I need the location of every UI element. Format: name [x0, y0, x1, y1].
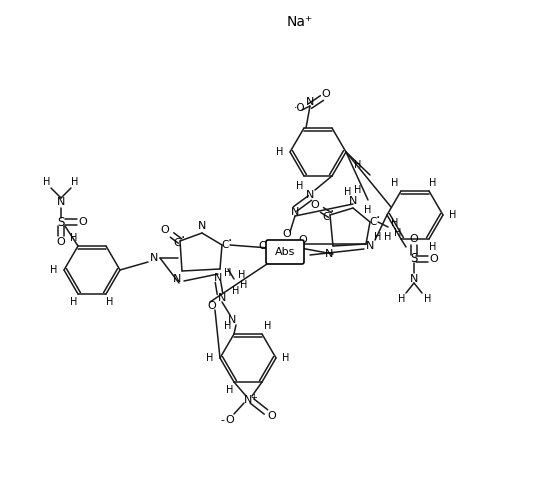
- Text: N: N: [228, 315, 236, 325]
- Text: O: O: [161, 225, 169, 235]
- Text: O: O: [310, 200, 320, 210]
- Text: H: H: [264, 321, 272, 331]
- Text: ·: ·: [330, 205, 334, 219]
- Text: Na⁺: Na⁺: [287, 15, 313, 29]
- Text: ·: ·: [376, 211, 380, 225]
- Text: C: C: [369, 217, 377, 227]
- Text: H: H: [224, 268, 232, 278]
- Text: H: H: [355, 160, 362, 170]
- Text: H: H: [232, 286, 240, 296]
- Text: ·: ·: [181, 231, 185, 245]
- Text: +: +: [251, 393, 258, 402]
- Text: N: N: [214, 273, 222, 283]
- Text: O: O: [225, 415, 235, 425]
- Text: N: N: [306, 97, 314, 107]
- Text: O: O: [267, 411, 277, 421]
- Text: O: O: [299, 235, 307, 245]
- Text: H: H: [391, 218, 399, 228]
- Text: H: H: [238, 270, 246, 280]
- Text: N: N: [244, 395, 252, 405]
- Text: H: H: [449, 210, 457, 220]
- Text: H: H: [72, 177, 79, 187]
- Text: O: O: [79, 217, 87, 227]
- Text: N: N: [306, 190, 314, 200]
- Text: H: H: [424, 294, 431, 304]
- Text: H: H: [429, 178, 437, 188]
- Text: H: H: [224, 321, 232, 331]
- Text: H: H: [240, 280, 247, 290]
- Text: O: O: [259, 241, 267, 251]
- Text: H: H: [44, 177, 51, 187]
- Text: N: N: [349, 196, 357, 206]
- Text: N: N: [57, 197, 65, 207]
- Text: C: C: [322, 212, 330, 222]
- Text: O: O: [409, 234, 419, 244]
- Text: H: H: [374, 232, 381, 242]
- Text: H: H: [107, 297, 114, 307]
- Text: H: H: [394, 228, 402, 238]
- Text: N: N: [173, 274, 181, 284]
- Text: C: C: [173, 238, 181, 248]
- Text: O: O: [56, 237, 66, 247]
- Text: H: H: [296, 181, 303, 191]
- Text: H: H: [429, 242, 437, 252]
- Text: H: H: [282, 353, 289, 363]
- Text: N: N: [366, 241, 374, 251]
- Text: S: S: [410, 252, 417, 265]
- Text: H: H: [51, 265, 58, 275]
- Text: O: O: [322, 89, 330, 99]
- Text: -: -: [220, 415, 224, 425]
- Text: H: H: [391, 178, 399, 188]
- Text: H: H: [206, 353, 214, 363]
- Text: H: H: [364, 205, 372, 215]
- Text: C: C: [221, 240, 229, 250]
- Text: N: N: [218, 293, 226, 303]
- Text: N: N: [150, 253, 158, 263]
- Text: H: H: [355, 185, 362, 195]
- Text: ·O: ·O: [294, 103, 306, 113]
- Text: H: H: [344, 187, 352, 197]
- Text: S: S: [58, 215, 65, 229]
- Text: H: H: [70, 233, 77, 243]
- Text: ·: ·: [228, 234, 232, 248]
- Text: H: H: [398, 294, 406, 304]
- Text: N: N: [198, 221, 206, 231]
- Text: H: H: [70, 297, 77, 307]
- Text: O: O: [208, 301, 216, 311]
- FancyBboxPatch shape: [266, 240, 304, 264]
- Text: H: H: [226, 385, 233, 395]
- Text: N: N: [291, 207, 299, 217]
- Text: H: H: [277, 147, 284, 157]
- Text: O: O: [430, 254, 438, 264]
- Text: Abs: Abs: [275, 247, 295, 257]
- Text: H: H: [384, 232, 392, 242]
- Text: N: N: [325, 249, 333, 259]
- Text: O: O: [282, 229, 292, 239]
- Text: N: N: [410, 274, 418, 284]
